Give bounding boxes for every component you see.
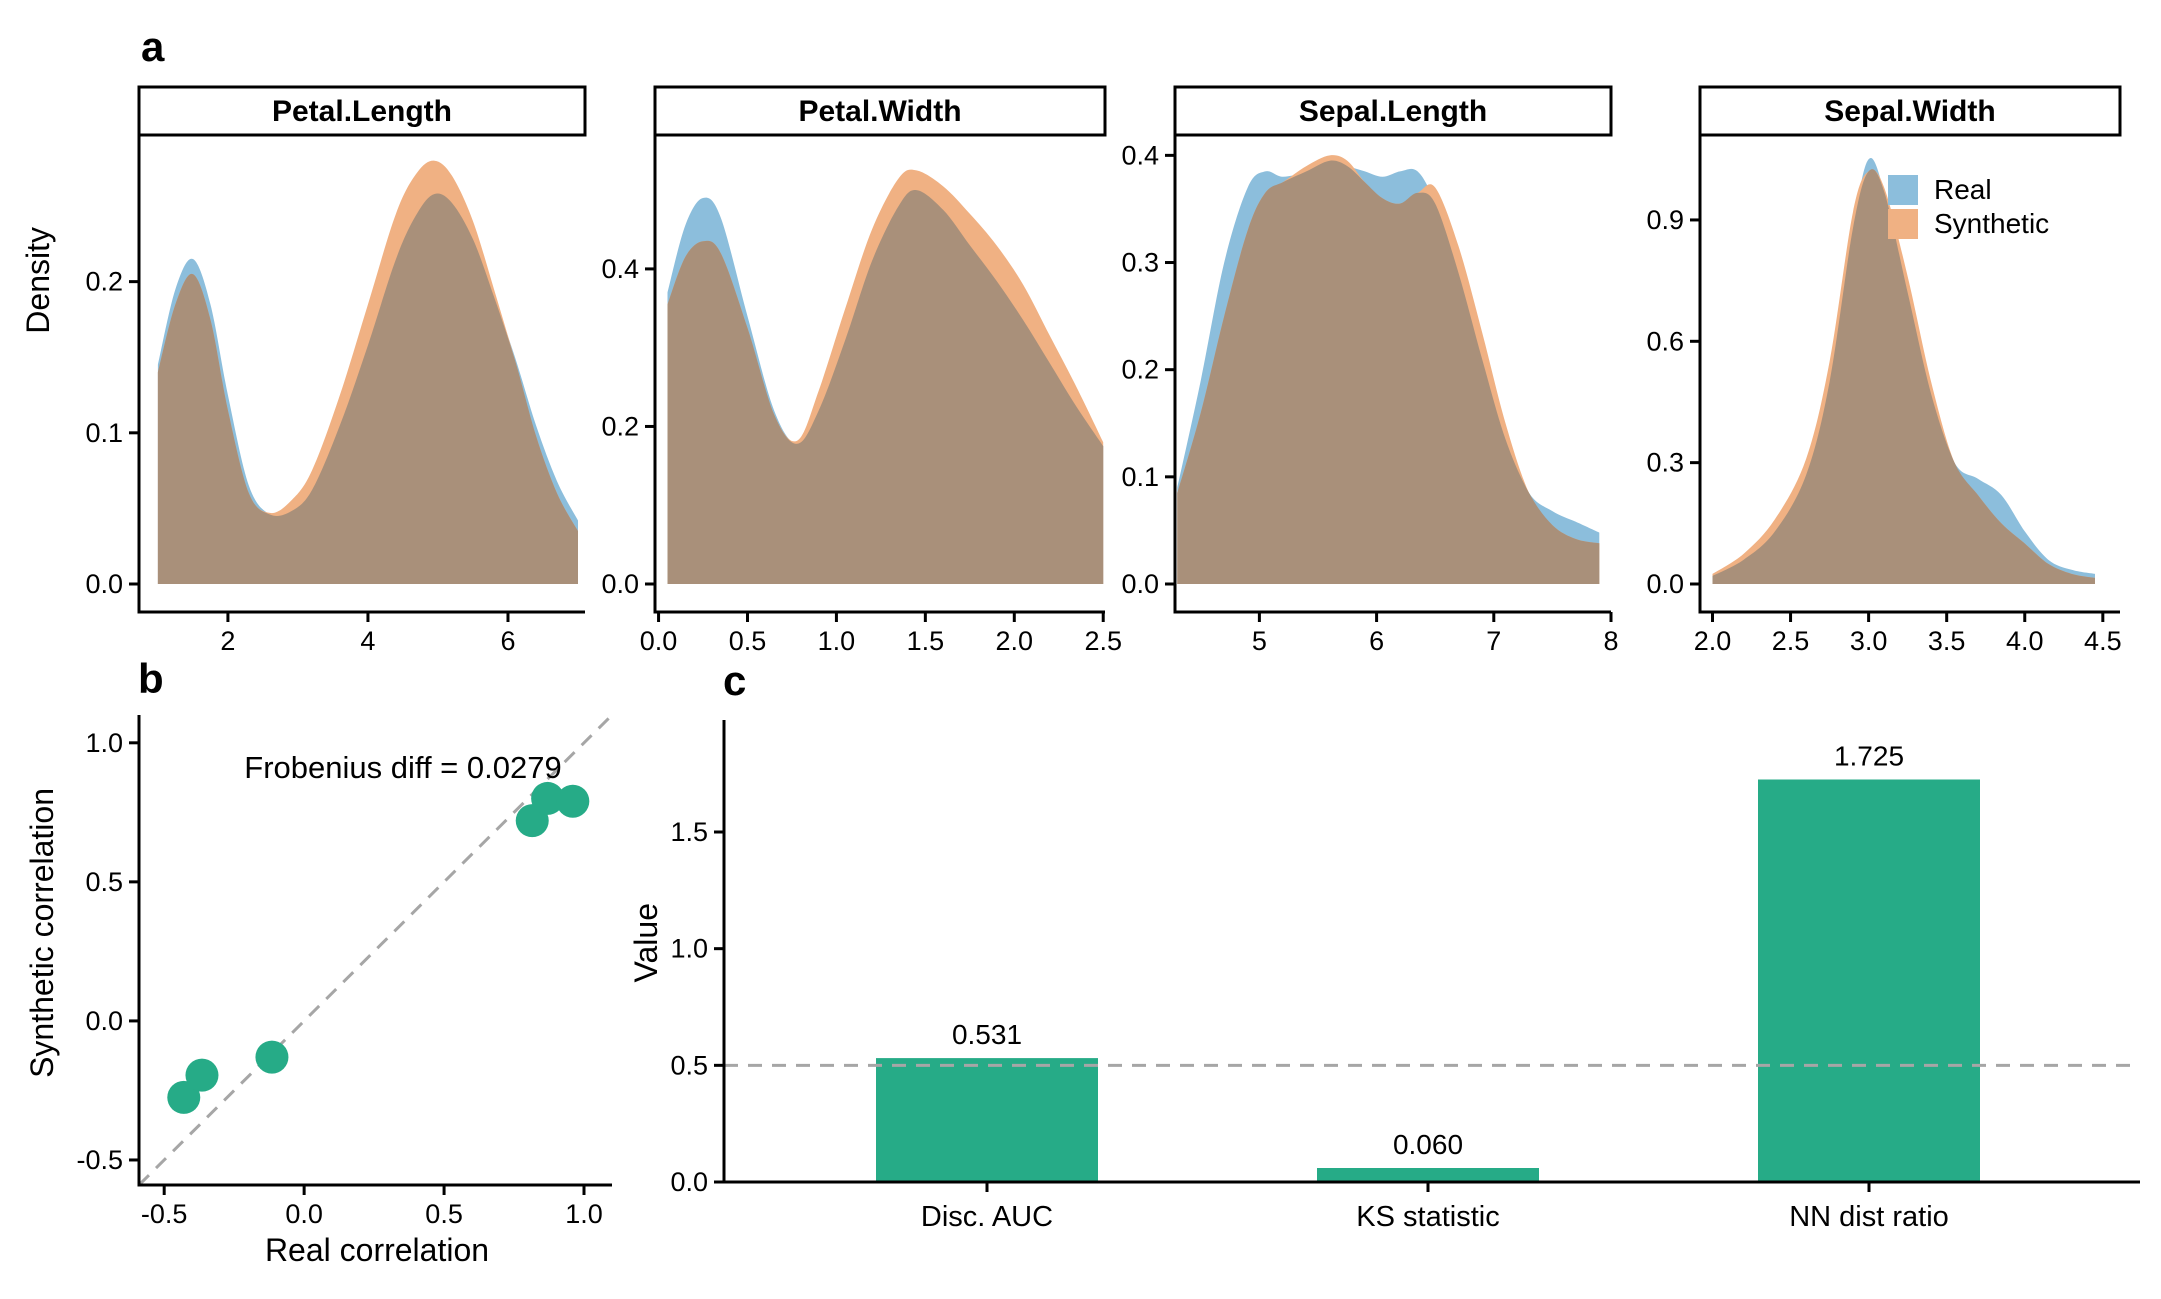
axis-spine: [1698, 135, 2120, 614]
y-tick-label: 0.0: [1646, 569, 1684, 599]
real-swatch-icon: [1888, 175, 1918, 205]
density-area-overlap: [1177, 160, 1600, 584]
x-tick-label: -0.5: [141, 1199, 188, 1229]
facet-header: [653, 85, 1107, 137]
x-tick-label: 0.5: [425, 1199, 463, 1229]
y-tick-label: 0.4: [1121, 140, 1159, 170]
x-tick-label: 6: [1369, 626, 1384, 656]
y-tick-label: 0.2: [1121, 355, 1159, 385]
bar: [876, 1058, 1098, 1182]
scatter-point: [255, 1040, 289, 1074]
bar: [1317, 1168, 1539, 1182]
synthetic-correlation-axis-title: Synthetic correlation: [24, 788, 60, 1078]
y-tick-label: -0.5: [76, 1145, 123, 1175]
x-tick-label: 2.0: [996, 626, 1034, 656]
x-tick-label: 4: [360, 626, 375, 656]
x-tick-label: 3.5: [1928, 626, 1966, 656]
x-tick-label: 1.0: [818, 626, 856, 656]
x-tick-label: 1.0: [565, 1199, 603, 1229]
bar-value-label: 0.060: [1393, 1129, 1463, 1160]
y-tick-label: 0.1: [85, 418, 123, 448]
y-tick-label: 0.5: [85, 867, 123, 897]
density-area-overlap: [1712, 169, 2095, 584]
y-tick-label: 0.0: [85, 1006, 123, 1036]
category-label: Disc. AUC: [921, 1201, 1053, 1233]
bar-value-label: 0.531: [952, 1019, 1022, 1050]
facet-header: [1173, 85, 1613, 137]
density-legend: Real Synthetic: [1888, 175, 2049, 239]
facet-header: [1698, 85, 2122, 137]
y-tick-label: 0.3: [1646, 448, 1684, 478]
bar-value-label: 1.725: [1834, 741, 1904, 772]
facet-title: Sepal.Length: [1299, 95, 1487, 128]
x-tick-label: 2.5: [1084, 626, 1122, 656]
facet-title: Sepal.Width: [1824, 95, 1995, 128]
x-tick-label: 2.5: [1772, 626, 1810, 656]
y-tick-label: 0.4: [601, 254, 639, 284]
category-label: NN dist ratio: [1789, 1201, 1949, 1233]
bar: [1758, 779, 1980, 1182]
x-tick-label: 1.5: [907, 626, 945, 656]
legend-item-synthetic: Synthetic: [1888, 209, 2049, 239]
y-tick-label: 0.2: [601, 411, 639, 441]
y-tick-label: 0.0: [85, 569, 123, 599]
scatter-point: [167, 1080, 201, 1114]
legend-item-real: Real: [1888, 175, 2049, 205]
axis-spine: [653, 135, 1105, 614]
x-tick-label: 5: [1252, 626, 1267, 656]
synthetic-swatch-icon: [1888, 209, 1918, 239]
y-tick-label: 0.3: [1121, 248, 1159, 278]
x-tick-label: 4.0: [2006, 626, 2044, 656]
scatter-point: [185, 1058, 219, 1092]
axis-spine: [1173, 135, 1611, 614]
y-tick-label: 0.2: [85, 267, 123, 297]
x-tick-label: 6: [500, 626, 515, 656]
density-axis-title: Density: [20, 227, 56, 334]
y-tick-label: 0.1: [1121, 462, 1159, 492]
density-area-overlap: [157, 193, 578, 584]
y-tick-label: 0.9: [1646, 205, 1684, 235]
facet-header: [137, 85, 587, 137]
x-tick-label: 0.5: [729, 626, 767, 656]
legend-label-synthetic: Synthetic: [1934, 208, 2050, 239]
y-tick-label: 0.6: [1646, 326, 1684, 356]
facet-title: Petal.Length: [272, 95, 452, 128]
panel-c-label: c: [723, 657, 747, 704]
y-tick-label: 0.0: [601, 569, 639, 599]
x-tick-label: 4.5: [2084, 626, 2122, 656]
scatter-point: [531, 781, 565, 815]
x-tick-label: 0.0: [640, 626, 678, 656]
legend-label-real: Real: [1934, 174, 1992, 205]
axis-spine: [137, 715, 612, 1187]
x-tick-label: 3.0: [1850, 626, 1888, 656]
x-tick-label: 2: [220, 626, 235, 656]
x-tick-label: 7: [1486, 626, 1501, 656]
y-tick-label: 0.5: [670, 1050, 708, 1080]
y-tick-label: 0.0: [1121, 569, 1159, 599]
facet-title: Petal.Width: [798, 95, 961, 128]
x-tick-label: 0.0: [285, 1199, 323, 1229]
value-axis-title: Value: [628, 903, 664, 983]
y-tick-label: 1.0: [85, 728, 123, 758]
density-area-overlap: [667, 190, 1104, 584]
frobenius-annotation: Frobenius diff = 0.0279: [244, 750, 562, 785]
category-label: KS statistic: [1356, 1201, 1499, 1233]
real-correlation-axis-title: Real correlation: [264, 1232, 490, 1268]
y-tick-label: 0.0: [670, 1167, 708, 1197]
x-tick-label: 2.0: [1694, 626, 1732, 656]
x-tick-label: 8: [1603, 626, 1618, 656]
axis-spine: [137, 135, 585, 614]
y-tick-label: 1.5: [670, 817, 708, 847]
scatter-point: [556, 784, 590, 818]
panel-b-label: b: [138, 655, 164, 702]
y-tick-label: 1.0: [670, 934, 708, 964]
panel-a-label: a: [141, 23, 165, 70]
